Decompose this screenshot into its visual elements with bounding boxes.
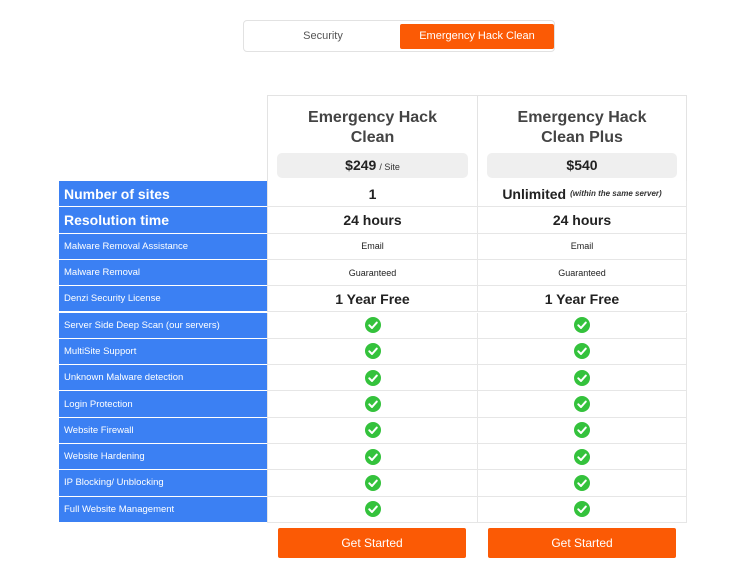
feature-cell: 1 <box>267 181 477 208</box>
check-icon <box>364 422 381 439</box>
check-icon <box>574 422 590 439</box>
get-started-button[interactable]: Get Started <box>488 528 676 558</box>
feature-cell <box>477 312 687 339</box>
check-icon <box>574 369 590 386</box>
row-label: MultiSite Support <box>59 338 267 366</box>
tab[interactable]: Security <box>303 30 343 42</box>
check-icon <box>364 343 381 360</box>
price-box: $540 <box>487 153 677 178</box>
feature-cell <box>267 391 477 418</box>
feature-cell <box>267 312 477 339</box>
feature-cell: 24 hours <box>477 207 687 234</box>
price-unit: / Site <box>379 162 400 172</box>
row-label: IP Blocking/ Unblocking <box>59 470 267 497</box>
row-label: Malware Removal <box>59 259 267 287</box>
feature-cell: 24 hours <box>267 207 477 234</box>
get-started-button[interactable]: Get Started <box>278 528 466 558</box>
feature-cell <box>477 470 687 497</box>
feature-cell <box>477 365 687 392</box>
row-label: Server Side Deep Scan (our servers) <box>59 312 267 339</box>
feature-cell: Unlimited (within the same server) <box>477 181 687 208</box>
row-label: Website Firewall <box>59 417 267 444</box>
feature-cell <box>267 444 477 471</box>
cell-text: 1 Year Free <box>544 290 620 307</box>
cell-text: 1 Year Free <box>335 290 410 307</box>
cell-note: (within the same server) <box>570 189 662 199</box>
cell-text: Email <box>570 241 594 252</box>
check-icon <box>364 448 381 465</box>
check-icon <box>574 448 590 465</box>
check-icon <box>364 317 381 334</box>
plan-name: Emergency Hack Clean Plus <box>517 109 647 146</box>
row-label: Resolution time <box>59 207 267 234</box>
cell-text: 24 hours <box>343 211 402 228</box>
feature-cell: Email <box>267 233 477 260</box>
feature-cell: Email <box>477 233 687 260</box>
cell-text: 1 <box>368 185 377 202</box>
row-label: Malware Removal Assistance <box>59 233 267 260</box>
feature-cell: 1 Year Free <box>267 286 477 313</box>
feature-cell <box>267 417 477 444</box>
feature-cell <box>477 496 687 523</box>
plan-header: Emergency Hack Clean Plus $540 <box>477 95 687 181</box>
feature-cell: 1 Year Free <box>477 286 687 313</box>
plan-name: Emergency Hack Clean <box>308 109 437 146</box>
feature-cell: Guaranteed <box>477 259 687 287</box>
cell-text: 24 hours <box>552 211 612 228</box>
cell-text: Guaranteed <box>558 267 606 278</box>
feature-cell <box>267 496 477 523</box>
row-label: Full Website Management <box>59 496 267 523</box>
cell-text: Guaranteed <box>348 267 397 278</box>
price: $249 <box>345 157 377 173</box>
tab-bar: Security Emergency Hack Clean <box>243 20 555 52</box>
cell-text: Email <box>361 241 384 252</box>
plan-header: Emergency Hack Clean $249/ Site <box>267 95 478 181</box>
check-icon <box>574 317 590 334</box>
check-icon <box>364 501 381 518</box>
feature-cell <box>477 417 687 444</box>
feature-cell: Guaranteed <box>267 259 477 287</box>
price: $540 <box>566 157 598 173</box>
tab-active[interactable]: Emergency Hack Clean <box>400 24 554 49</box>
check-icon <box>574 474 590 491</box>
feature-cell <box>267 365 477 392</box>
feature-cell <box>477 391 687 418</box>
row-label: Website Hardening <box>59 444 267 471</box>
check-icon <box>364 396 381 413</box>
feature-cell <box>267 470 477 497</box>
row-label: Login Protection <box>59 391 267 418</box>
check-icon <box>574 396 590 413</box>
check-icon <box>364 474 381 491</box>
feature-cell <box>477 338 687 366</box>
check-icon <box>364 369 381 386</box>
feature-cell <box>477 444 687 471</box>
row-label: Number of sites <box>59 181 267 208</box>
price-box: $249/ Site <box>277 153 468 178</box>
check-icon <box>574 343 590 360</box>
check-icon <box>574 501 590 518</box>
feature-cell <box>267 338 477 366</box>
row-label: Denzi Security License <box>59 286 267 313</box>
row-label: Unknown Malware detection <box>59 365 267 392</box>
cell-text: Unlimited <box>502 185 567 202</box>
